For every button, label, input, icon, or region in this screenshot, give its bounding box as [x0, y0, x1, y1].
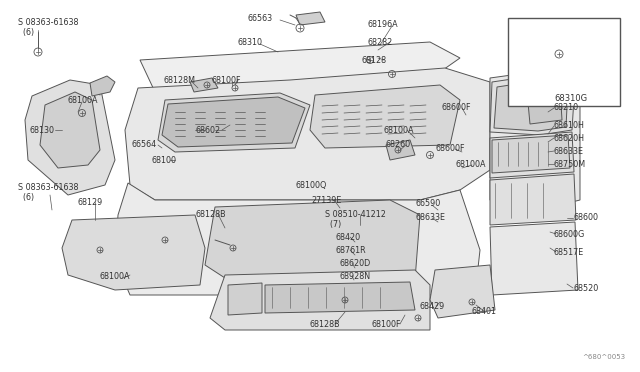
Polygon shape	[158, 93, 310, 152]
Polygon shape	[162, 97, 305, 147]
Text: 68100A: 68100A	[383, 126, 413, 135]
Polygon shape	[490, 74, 575, 135]
Polygon shape	[62, 215, 205, 290]
Text: 68401: 68401	[471, 307, 496, 316]
Text: 68600: 68600	[573, 213, 598, 222]
Polygon shape	[125, 68, 490, 200]
Text: 68429: 68429	[420, 302, 445, 311]
Text: 68196A: 68196A	[368, 20, 399, 29]
Polygon shape	[310, 85, 460, 148]
Polygon shape	[490, 222, 578, 295]
Text: 68128: 68128	[362, 56, 387, 65]
Text: 68600F: 68600F	[442, 103, 472, 112]
Polygon shape	[210, 270, 430, 330]
Text: 68100A: 68100A	[68, 96, 99, 105]
Text: 66563: 66563	[247, 14, 272, 23]
Text: 68100Q: 68100Q	[296, 181, 328, 190]
Text: 68100A: 68100A	[100, 272, 131, 281]
Polygon shape	[25, 80, 115, 195]
Text: 68633E: 68633E	[554, 147, 584, 156]
Text: 68100F: 68100F	[372, 320, 401, 329]
Text: 68128M: 68128M	[163, 76, 195, 85]
Bar	[508, 18, 620, 106]
Text: 68129: 68129	[78, 198, 103, 207]
Text: 68420: 68420	[336, 233, 361, 242]
Polygon shape	[115, 183, 480, 295]
Polygon shape	[430, 265, 495, 318]
Polygon shape	[490, 70, 580, 208]
Polygon shape	[140, 42, 460, 92]
Text: 68100: 68100	[152, 156, 177, 165]
Text: 68100F: 68100F	[212, 76, 241, 85]
Polygon shape	[40, 92, 100, 168]
Polygon shape	[490, 174, 576, 225]
Text: 68600F: 68600F	[435, 144, 465, 153]
Text: 68260: 68260	[386, 140, 411, 149]
Polygon shape	[386, 140, 415, 160]
Polygon shape	[205, 200, 420, 280]
Text: 68128B: 68128B	[310, 320, 340, 329]
Text: 68517E: 68517E	[554, 248, 584, 257]
Text: 27139E: 27139E	[311, 196, 341, 205]
Text: 68100A: 68100A	[455, 160, 486, 169]
Polygon shape	[490, 132, 574, 178]
Text: 66590: 66590	[415, 199, 440, 208]
Text: S 08363-61638
  (6): S 08363-61638 (6)	[18, 183, 79, 202]
Polygon shape	[265, 282, 415, 313]
Polygon shape	[190, 78, 218, 92]
Text: 68620D: 68620D	[340, 259, 371, 268]
Text: 68130: 68130	[30, 126, 55, 135]
Text: ^680^0053: ^680^0053	[582, 354, 625, 360]
Text: 68282: 68282	[368, 38, 393, 47]
Text: 68310G: 68310G	[554, 94, 587, 103]
Text: 68128B: 68128B	[196, 210, 227, 219]
Polygon shape	[494, 80, 568, 131]
Text: 68310: 68310	[237, 38, 262, 47]
Text: 68750M: 68750M	[554, 160, 586, 169]
Polygon shape	[296, 12, 325, 25]
Polygon shape	[228, 283, 262, 315]
Polygon shape	[90, 76, 115, 96]
Polygon shape	[492, 135, 570, 173]
Text: 68210: 68210	[554, 103, 579, 112]
Text: S 08363-61638
  (6): S 08363-61638 (6)	[18, 18, 79, 38]
Text: 68602: 68602	[196, 126, 221, 135]
Text: 68633E: 68633E	[415, 213, 445, 222]
Text: 68610H: 68610H	[554, 121, 585, 130]
Text: S 08510-41212
  (7): S 08510-41212 (7)	[325, 210, 386, 230]
Text: 68600G: 68600G	[554, 230, 585, 239]
Text: 66564: 66564	[131, 140, 156, 149]
Polygon shape	[527, 88, 562, 124]
Text: 68620H: 68620H	[554, 134, 585, 143]
Text: 68520: 68520	[573, 284, 598, 293]
Text: 68761R: 68761R	[336, 246, 367, 255]
Text: 68928N: 68928N	[340, 272, 371, 281]
